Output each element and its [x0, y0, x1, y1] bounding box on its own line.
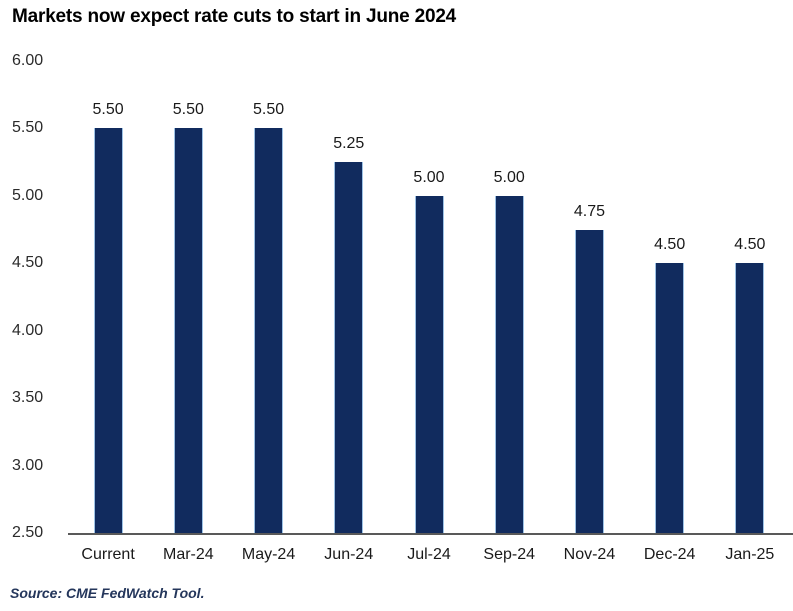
- x-axis-tick-label: Current: [81, 546, 135, 563]
- bar-dec-24: [655, 263, 685, 533]
- bar-mar-24: [173, 128, 203, 533]
- bar-nov-24: [574, 229, 604, 533]
- bar-jun-24: [334, 162, 364, 533]
- bar-value-label: 5.00: [413, 168, 445, 186]
- x-axis-tick-label: Dec-24: [643, 546, 696, 563]
- x-axis-tick-label: Nov-24: [563, 546, 616, 563]
- y-axis-tick-label: 6.00: [12, 52, 44, 69]
- y-axis-tick-label: 3.50: [12, 389, 44, 407]
- bar-value-label: 5.50: [172, 101, 204, 119]
- y-axis-tick-label: 4.50: [12, 254, 44, 272]
- bar-value-label: 4.50: [734, 236, 766, 254]
- bar-may-24: [254, 128, 284, 533]
- bar-jan-25: [735, 263, 765, 533]
- bar-value-label: 4.75: [573, 202, 605, 220]
- x-axis-tick-label: Jul-24: [407, 546, 451, 563]
- x-axis-tick-label: Sep-24: [483, 546, 536, 563]
- bar-value-label: 5.25: [333, 135, 365, 153]
- y-axis-tick-label: 2.50: [12, 524, 44, 541]
- x-axis-line: [68, 533, 793, 535]
- y-axis-tick-label: 4.00: [12, 321, 44, 339]
- chart-title: Markets now expect rate cuts to start in…: [12, 6, 457, 27]
- bar-value-label: 4.50: [654, 236, 686, 254]
- bar-value-label: 5.00: [493, 168, 525, 186]
- bar-value-label: 5.50: [92, 101, 124, 119]
- y-axis-tick-label: 5.50: [12, 119, 44, 137]
- y-axis-tick-label: 5.00: [12, 186, 44, 204]
- bar-jul-24: [414, 195, 444, 533]
- chart-source-note: Source: CME FedWatch Tool.: [10, 585, 205, 601]
- x-axis-tick-label: Jun-24: [324, 546, 374, 563]
- x-axis-tick-label: Jan-25: [725, 546, 775, 563]
- bar-value-label: 5.50: [252, 101, 285, 119]
- x-axis-tick-label: Mar-24: [162, 546, 214, 563]
- bar-current: [93, 128, 123, 533]
- y-axis-tick-label: 3.00: [12, 456, 44, 474]
- x-axis-tick-label: May-24: [241, 546, 296, 563]
- bar-sep-24: [494, 195, 524, 533]
